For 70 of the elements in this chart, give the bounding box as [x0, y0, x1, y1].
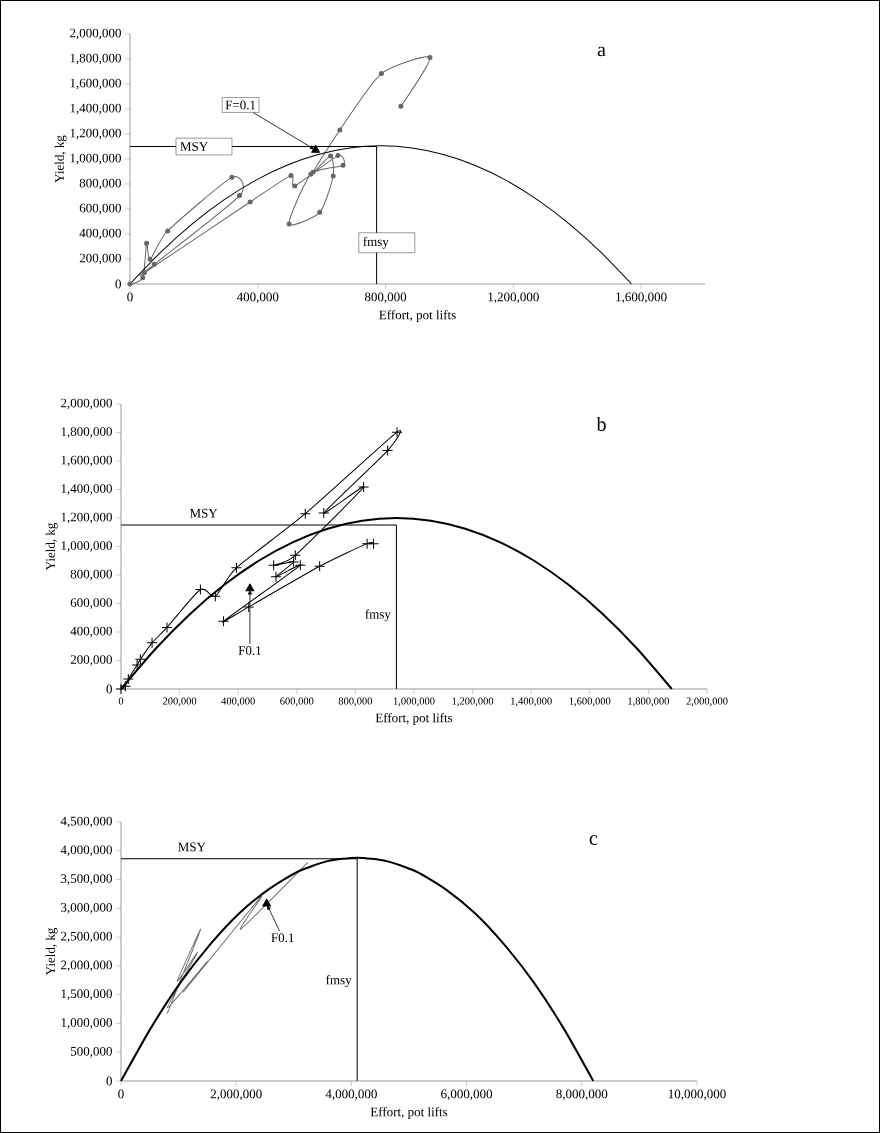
x-tick-label: 10,000,000 [668, 1089, 726, 1101]
chart-title: c [589, 835, 598, 845]
y-tick-label: 1,000,000 [70, 153, 121, 165]
x-tick-label: 1,000,000 [393, 697, 435, 707]
x-tick-label: 1,200,000 [488, 292, 539, 304]
y-tick-label: 200,000 [70, 655, 112, 666]
x-tick-label: 6,000,000 [441, 1089, 493, 1101]
x-tick-label: 2,000,000 [686, 697, 728, 707]
x-tick-label: 800,000 [338, 697, 373, 707]
y-tick-label: 600,000 [79, 203, 121, 215]
y-tick-label: 800,000 [79, 178, 121, 190]
y-tick-label: 1,600,000 [70, 78, 121, 90]
y-tick-label: 1,400,000 [70, 103, 121, 115]
x-tick-label: 400,000 [221, 697, 255, 707]
y-tick-label: 0 [106, 1076, 112, 1086]
x-tick-label: 200,000 [162, 697, 197, 707]
x-axis-title: Effort, pot lifts [375, 712, 453, 725]
y-tick-label: 1,500,000 [61, 989, 112, 1000]
chart-title: b [596, 416, 606, 431]
y-tick-label: 2,000,000 [61, 960, 112, 972]
annotation: F0.1 [238, 646, 261, 655]
x-tick-label: 1,200,000 [452, 697, 494, 707]
x-tick-label: 1,400,000 [511, 697, 552, 707]
y-tick-label: 2,500,000 [61, 931, 112, 943]
x-tick-label: 800,000 [364, 292, 407, 304]
y-tick-label: 1,200,000 [70, 128, 121, 140]
y-tick-label: 400,000 [79, 228, 121, 240]
x-tick-label: 4,000,000 [325, 1089, 377, 1101]
y-tick-label: 1,600,000 [61, 455, 112, 467]
y-axis-title: Yield, kg [45, 927, 58, 976]
series-label: fmsy [365, 609, 391, 622]
annotation: F=0.1 [225, 100, 256, 110]
y-tick-label: 800,000 [70, 569, 112, 581]
x-tick-label: 400,000 [236, 292, 279, 304]
x-axis-title: Effort, pot lifts [379, 310, 456, 322]
annotation: F0.1 [271, 933, 294, 943]
y-tick-label: 200,000 [79, 253, 121, 265]
chart-title: a [597, 46, 606, 57]
y-axis-title: Yield, kg [54, 135, 67, 183]
y-tick-label: 4,500,000 [60, 816, 112, 828]
y-tick-label: 400,000 [70, 626, 112, 638]
y-tick-label: 500,000 [70, 1046, 112, 1058]
y-tick-label: 1,800,000 [70, 53, 121, 65]
x-tick-label: 1,600,000 [616, 292, 667, 304]
x-tick-label: 8,000,000 [556, 1089, 608, 1101]
series-label: MSY [178, 842, 206, 852]
series-label: MSY [180, 142, 208, 151]
y-tick-label: 4,000,000 [60, 845, 112, 857]
x-tick-label: 1,600,000 [569, 697, 611, 707]
y-tick-label: 1,400,000 [61, 484, 112, 495]
y-tick-label: 1,200,000 [61, 512, 112, 524]
y-tick-label: 3,500,000 [61, 874, 112, 885]
y-tick-label: 2,000,000 [61, 398, 112, 410]
y-tick-label: 0 [106, 684, 112, 694]
y-tick-label: 600,000 [70, 598, 112, 609]
x-tick-label: 2,000,000 [210, 1089, 262, 1101]
series-label: MSY [189, 508, 218, 518]
series-label: fmsy [326, 975, 352, 987]
y-tick-label: 2,000,000 [70, 28, 121, 40]
y-tick-label: 1,000,000 [61, 1018, 112, 1029]
x-tick-label: 1,800,000 [628, 697, 669, 707]
y-tick-label: 0 [115, 279, 121, 289]
x-tick-label: 600,000 [280, 697, 314, 707]
x-tick-label: 0 [127, 292, 133, 302]
y-tick-label: 3,000,000 [61, 903, 112, 914]
y-axis-title: Yield, kg [45, 522, 58, 571]
y-tick-label: 1,000,000 [61, 541, 112, 552]
y-tick-label: 1,800,000 [61, 427, 112, 438]
series-label: fmsy [363, 236, 389, 249]
x-axis-title: Effort, pot lifts [370, 1107, 448, 1119]
